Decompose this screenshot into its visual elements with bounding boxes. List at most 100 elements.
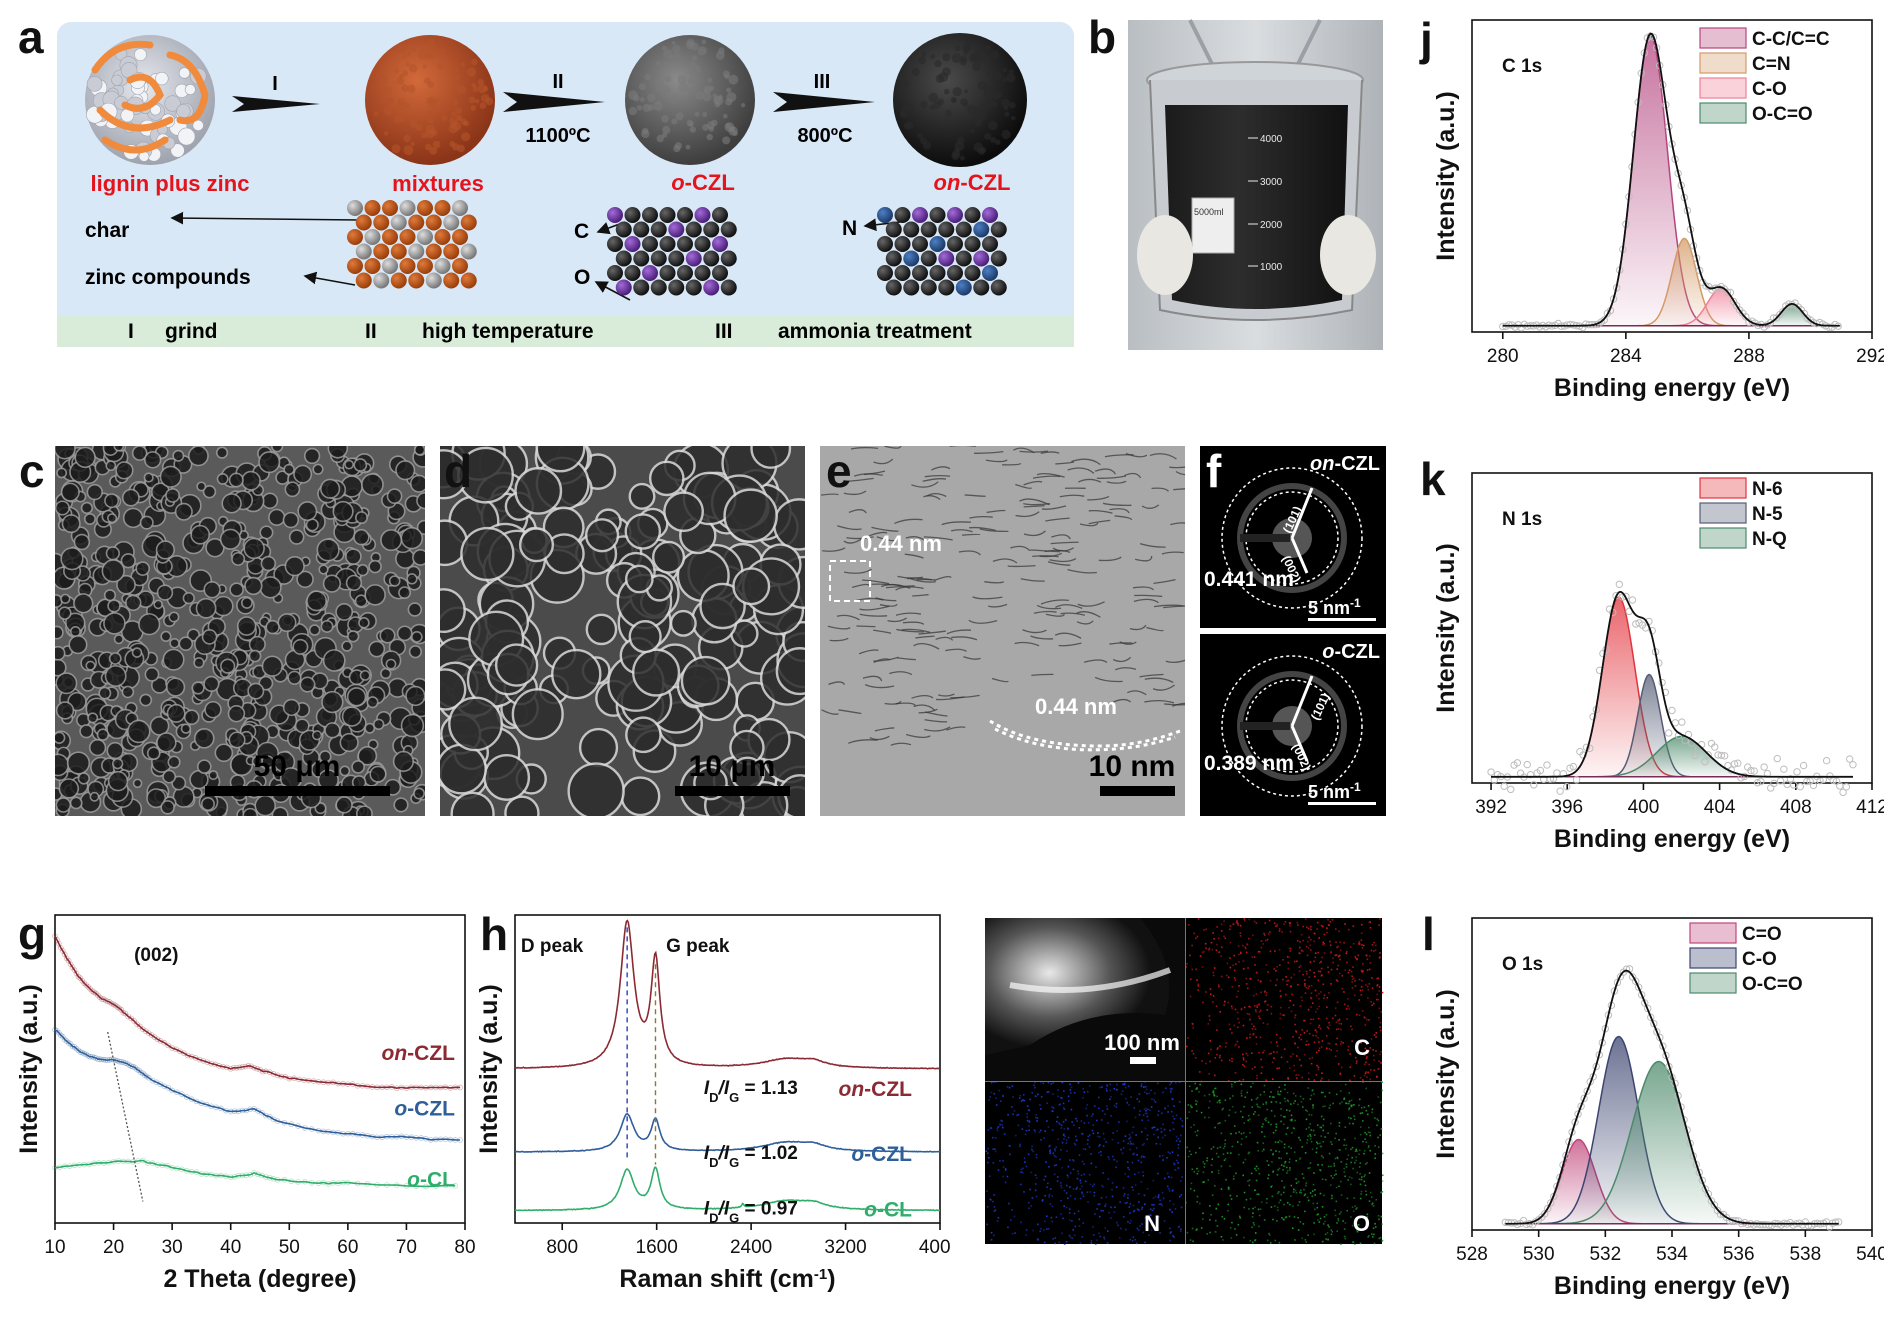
stage-label-o-czl: o-CZL xyxy=(671,170,735,195)
legend-text-3: ammonia treatment xyxy=(778,320,972,343)
step-3-temp: 800ºC xyxy=(797,125,852,147)
component-n: N xyxy=(842,217,857,240)
chart-j-legend-swatch xyxy=(1699,27,1747,49)
panel-d: 10 μm d xyxy=(440,446,805,816)
chart-g-series-label-2: o-CL xyxy=(407,1168,455,1191)
chart-j-legend-label: C-C/C=C xyxy=(1752,29,1830,50)
legend-num-1: I xyxy=(128,320,134,343)
chart-h-series-label-2: o-CL xyxy=(864,1198,912,1221)
saed-bottom-sample: o-CZL xyxy=(1322,641,1380,663)
chart-j-envelope xyxy=(1502,32,1840,327)
chart-h-series-label-1: o-CZL xyxy=(851,1143,912,1166)
chart-g-xtick: 10 xyxy=(44,1237,65,1258)
d-spacing-1: 0.44 nm xyxy=(860,531,942,556)
panel-label-a: a xyxy=(18,11,44,63)
step-2-label: II xyxy=(552,71,563,93)
svg-text:3000: 3000 xyxy=(1260,177,1283,188)
chart-l-xtick: 536 xyxy=(1723,1244,1755,1265)
chart-h-ratio-0: ID/IG = 1.13 xyxy=(704,1078,798,1105)
panel-k: k 392 396 400 404 408 412 Binding energy (eV) I… xyxy=(1400,440,1884,885)
chart-j-legend-label: C=N xyxy=(1752,54,1791,75)
chart-g-series-0 xyxy=(54,935,461,1090)
chart-h-ratio-2: ID/IG = 0.97 xyxy=(704,1198,798,1225)
chart-h-xtick: 3200 xyxy=(824,1237,866,1258)
chart-k-frame xyxy=(1471,472,1873,784)
chart-l-xtick: 530 xyxy=(1523,1244,1555,1265)
chart-g-guide-line xyxy=(107,1031,144,1202)
chart-h-series-label-0: on-CZL xyxy=(839,1078,913,1101)
panel-label-b: b xyxy=(1088,11,1117,63)
beaker-marks: 4000 3000 2000 1000 xyxy=(1260,134,1283,273)
component-char: char xyxy=(85,219,129,242)
arrow-step-3 xyxy=(773,92,875,112)
chart-l-legend-label: O-C=O xyxy=(1742,974,1803,995)
panel-label-h: h xyxy=(480,908,509,960)
d-spacing-2: 0.44 nm xyxy=(1035,694,1117,719)
chart-h-g-peak: G peak xyxy=(666,936,730,957)
chart-g-frame xyxy=(54,914,466,1224)
chart-k-envelope xyxy=(1491,590,1853,778)
saed-top-scale: 5 nm-1 xyxy=(1308,596,1361,618)
chart-l-xtick: 540 xyxy=(1856,1244,1884,1265)
chart-j-title: C 1s xyxy=(1502,56,1542,77)
saed-top-sample: on-CZL xyxy=(1310,453,1380,475)
panel-label-e: e xyxy=(826,445,852,497)
chart-k-xtick: 396 xyxy=(1551,797,1583,818)
chart-j-legend-swatch xyxy=(1699,52,1747,74)
chart-g-xtick: 70 xyxy=(396,1237,417,1258)
chart-k-legend-swatch xyxy=(1699,527,1747,549)
chart-j-legend-label: C-O xyxy=(1752,79,1787,100)
chart-k-legend-label: N-6 xyxy=(1752,479,1783,500)
chart-l-xtick: 538 xyxy=(1789,1244,1821,1265)
chart-g: 10 20 30 40 50 60 70 80 2 Theta (degree) Intensit… xyxy=(15,914,475,1293)
chart-j: 280 284 288 292 Binding energy (eV) Intensity… xyxy=(1432,19,1884,402)
panel-label-k: k xyxy=(1420,453,1446,505)
legend-num-3: III xyxy=(715,320,733,343)
chart-h-ylabel: Intensity (a.u.) xyxy=(475,984,503,1153)
legend-text-1: grind xyxy=(165,320,218,343)
chart-h-xtick: 800 xyxy=(546,1237,578,1258)
chart-k-xtick: 408 xyxy=(1780,797,1812,818)
chart-k-ylabel: Intensity (a.u.) xyxy=(1432,543,1460,712)
eds-maps: 100 nm C N O xyxy=(985,918,1384,1245)
chart-h-xtick: 4000 xyxy=(919,1237,950,1258)
chart-h-xtick: 1600 xyxy=(636,1237,678,1258)
panel-f: on-CZL 0.441 nm 5 nm-1 (101) (002) o-CZL… xyxy=(1200,446,1386,816)
chart-g-series-label-1: o-CZL xyxy=(394,1098,455,1121)
panel-label-g: g xyxy=(18,908,47,960)
saed-top-d: 0.441 nm xyxy=(1204,568,1294,591)
chart-j-legend-label: O-C=O xyxy=(1752,104,1813,125)
panel-e: 0.44 nm 0.44 nm 10 nm e xyxy=(820,446,1185,816)
panel-b: b 4000 3000 2000 1000 5000ml xyxy=(1080,0,1390,355)
saed-bottom-scale: 5 nm-1 xyxy=(1308,780,1361,802)
chart-k-xtick: 412 xyxy=(1856,797,1884,818)
saed-patterns: on-CZL 0.441 nm 5 nm-1 (101) (002) o-CZL… xyxy=(1200,446,1386,816)
legend-num-2: II xyxy=(365,320,377,343)
chart-g-annotation: (002) xyxy=(134,945,178,966)
chart-g-ylabel: Intensity (a.u.) xyxy=(15,984,43,1153)
chart-k-legend-label: N-5 xyxy=(1752,504,1783,525)
step-2-temp: 1100ºC xyxy=(525,125,590,147)
eds-n: N xyxy=(1144,1211,1160,1236)
legend-text-2: high temperature xyxy=(422,320,594,343)
stage-label-mixtures: mixtures xyxy=(392,171,484,196)
panel-j: j 280 284 288 292 Binding energy (eV) Intensi… xyxy=(1400,0,1884,420)
stage-label-on-czl: on-CZL xyxy=(934,170,1011,195)
panel-label-l: l xyxy=(1422,908,1435,960)
chart-k-legend-label: N-Q xyxy=(1752,529,1787,550)
chart-l-legend-label: C-O xyxy=(1742,949,1777,970)
chart-l-legend-swatch xyxy=(1689,922,1737,944)
chart-g-series-1 xyxy=(54,1029,461,1141)
chart-g-xtick: 50 xyxy=(279,1237,300,1258)
svg-text:4000: 4000 xyxy=(1260,134,1283,145)
chart-h-series-2 xyxy=(514,1166,941,1212)
chart-g-xtick: 30 xyxy=(162,1237,183,1258)
panel-label-f: f xyxy=(1206,445,1222,497)
chart-g-series-2 xyxy=(54,1159,456,1188)
chart-l-legend-swatch xyxy=(1689,972,1737,994)
chart-j-xtick: 280 xyxy=(1487,346,1519,367)
chart-h-xlabel: Raman shift (cm-1) xyxy=(619,1265,835,1293)
chart-l-xtick: 532 xyxy=(1589,1244,1621,1265)
chart-g-series-points xyxy=(52,933,463,1092)
chart-k-xtick: 392 xyxy=(1475,797,1507,818)
